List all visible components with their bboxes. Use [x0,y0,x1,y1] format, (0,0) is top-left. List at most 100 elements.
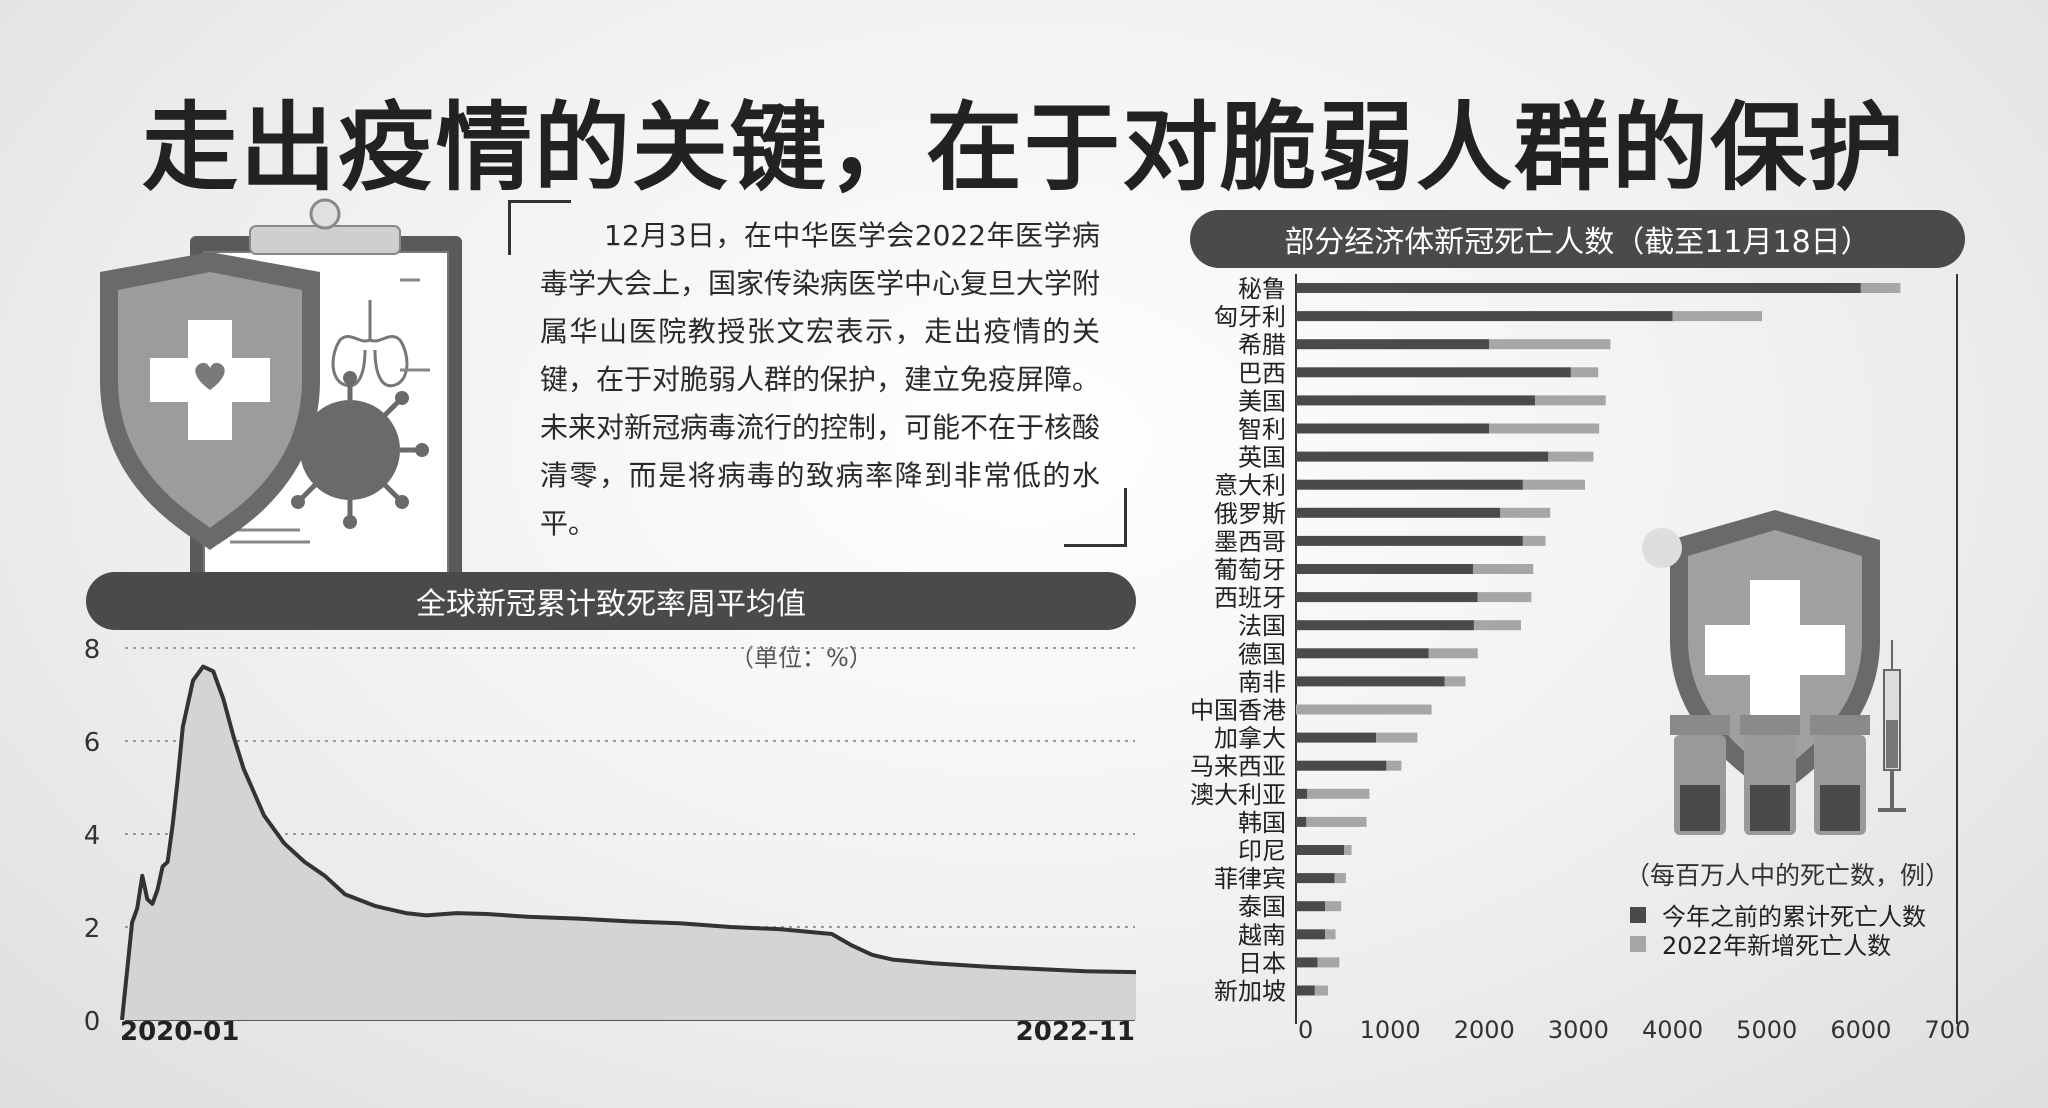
x-tick-label: 1000 [1360,1016,1421,1044]
bar-before-2022 [1296,957,1318,968]
x-tick-label: 2020-01 [120,1017,239,1047]
category-label: 泰国 [1238,893,1286,921]
x-tick-label: 2022-11 [1016,1017,1135,1047]
legend-label: 今年之前的累计死亡人数 [1662,903,1926,931]
category-label: 法国 [1238,612,1286,640]
x-tick-label: 4000 [1642,1016,1703,1044]
bar-before-2022 [1296,873,1335,884]
bar-before-2022 [1296,788,1308,799]
x-tick-label: 0 [1298,1016,1313,1044]
bar-2022-new [1500,507,1551,518]
legend-item-before-2022: 今年之前的累计死亡人数 [1630,897,1926,932]
vial-icon [1670,715,1730,835]
bar-2022-new [1344,845,1352,855]
category-label: 巴西 [1238,359,1286,387]
bar-2022-new [1488,339,1611,350]
y-tick-label: 8 [84,635,101,665]
bar-before-2022 [1296,676,1445,687]
shield-cross-icon [100,252,320,550]
quote-paragraph: 12月3日，在中华医学会2022年医学病毒学大会上，国家传染病医学中心复旦大学附… [540,219,1101,540]
category-label: 日本 [1238,949,1286,977]
bar-2022-new [1306,816,1367,827]
category-label: 加拿大 [1214,725,1286,753]
category-label: 印尼 [1238,837,1286,865]
category-label: 菲律宾 [1214,865,1286,893]
highlight-dot-icon [1642,528,1682,568]
category-label: 墨西哥 [1214,528,1286,556]
legend-swatch-dark [1630,906,1646,923]
bar-before-2022 [1296,760,1387,771]
bar-before-2022 [1296,985,1315,996]
bar-2022-new [1570,367,1599,378]
legend-item-2022-new: 2022年新增死亡人数 [1630,926,1891,961]
syringe-icon [1878,640,1906,812]
legend-label: 2022年新增死亡人数 [1662,932,1892,960]
x-tick-label: 3000 [1548,1016,1609,1044]
category-label: 美国 [1238,387,1286,415]
bar-before-2022 [1296,367,1571,378]
y-tick-label: 0 [84,1007,101,1037]
bar-2022-new [1296,704,1432,715]
category-label: 中国香港 [1190,697,1286,725]
category-label: 俄罗斯 [1214,500,1286,528]
bar-2022-new [1473,620,1522,631]
category-label: 马来西亚 [1190,753,1286,781]
bar-2022-new [1548,451,1594,462]
bar-2022-new [1428,648,1478,659]
legend-swatch-light [1630,935,1646,952]
vial-icon [1740,715,1800,835]
bar-before-2022 [1296,620,1474,631]
bar-before-2022 [1296,283,1861,293]
bar-2022-new [1314,985,1329,996]
bar-before-2022 [1296,816,1307,827]
category-label: 西班牙 [1214,584,1286,612]
category-label: 德国 [1238,640,1286,668]
quote-bracket-close [1064,488,1127,547]
y-tick-label: 2 [84,914,101,944]
bar-before-2022 [1296,648,1429,659]
bar-before-2022 [1296,507,1501,518]
bar-before-2022 [1296,423,1489,434]
bar-before-2022 [1296,592,1478,603]
bar-2022-new [1477,592,1532,603]
lungs-icon [331,300,409,388]
area-fill [122,666,1136,1020]
bar-before-2022 [1296,845,1345,855]
category-label: 希腊 [1238,331,1286,359]
bar-2022-new [1472,564,1534,574]
bar-2022-new [1325,929,1336,940]
line-chart-title: 全球新冠累计致死率周平均值 [86,572,1136,630]
bar-2022-new [1317,957,1340,968]
bar-2022-new [1522,479,1586,490]
x-tick-label: 7000 [1924,1016,1970,1044]
clipboard-clip-icon [249,225,401,255]
category-label: 葡萄牙 [1214,556,1286,584]
bar-chart-unit-note: （每百万人中的死亡数，例） [1625,861,1951,890]
medical-clipboard-illustration [100,198,462,606]
bar-before-2022 [1296,732,1377,743]
category-label: 澳大利亚 [1190,781,1286,809]
y-tick-label: 6 [84,728,101,758]
bar-2022-new [1376,732,1418,743]
quote-bracket-open [508,200,571,255]
bar-2022-new [1325,901,1342,912]
bar-2022-new [1444,676,1466,687]
bar-before-2022 [1296,564,1473,574]
x-tick-label: 5000 [1736,1016,1797,1044]
x-tick-label: 6000 [1830,1016,1891,1044]
y-tick-label: 4 [84,821,101,851]
category-label: 智利 [1238,416,1286,444]
bar-before-2022 [1296,901,1326,912]
bar-2022-new [1488,423,1600,434]
category-label: 越南 [1238,921,1286,949]
document-lines-icon [230,278,430,544]
bar-before-2022 [1296,395,1536,406]
bar-2022-new [1307,788,1370,799]
category-label: 韩国 [1238,809,1286,837]
bar-before-2022 [1296,339,1489,350]
bar-before-2022 [1296,479,1523,490]
line-chart-unit: （单位：%） [730,644,873,672]
fatality-rate-line [120,664,1137,1021]
bar-before-2022 [1296,451,1549,462]
category-label: 英国 [1238,444,1286,472]
